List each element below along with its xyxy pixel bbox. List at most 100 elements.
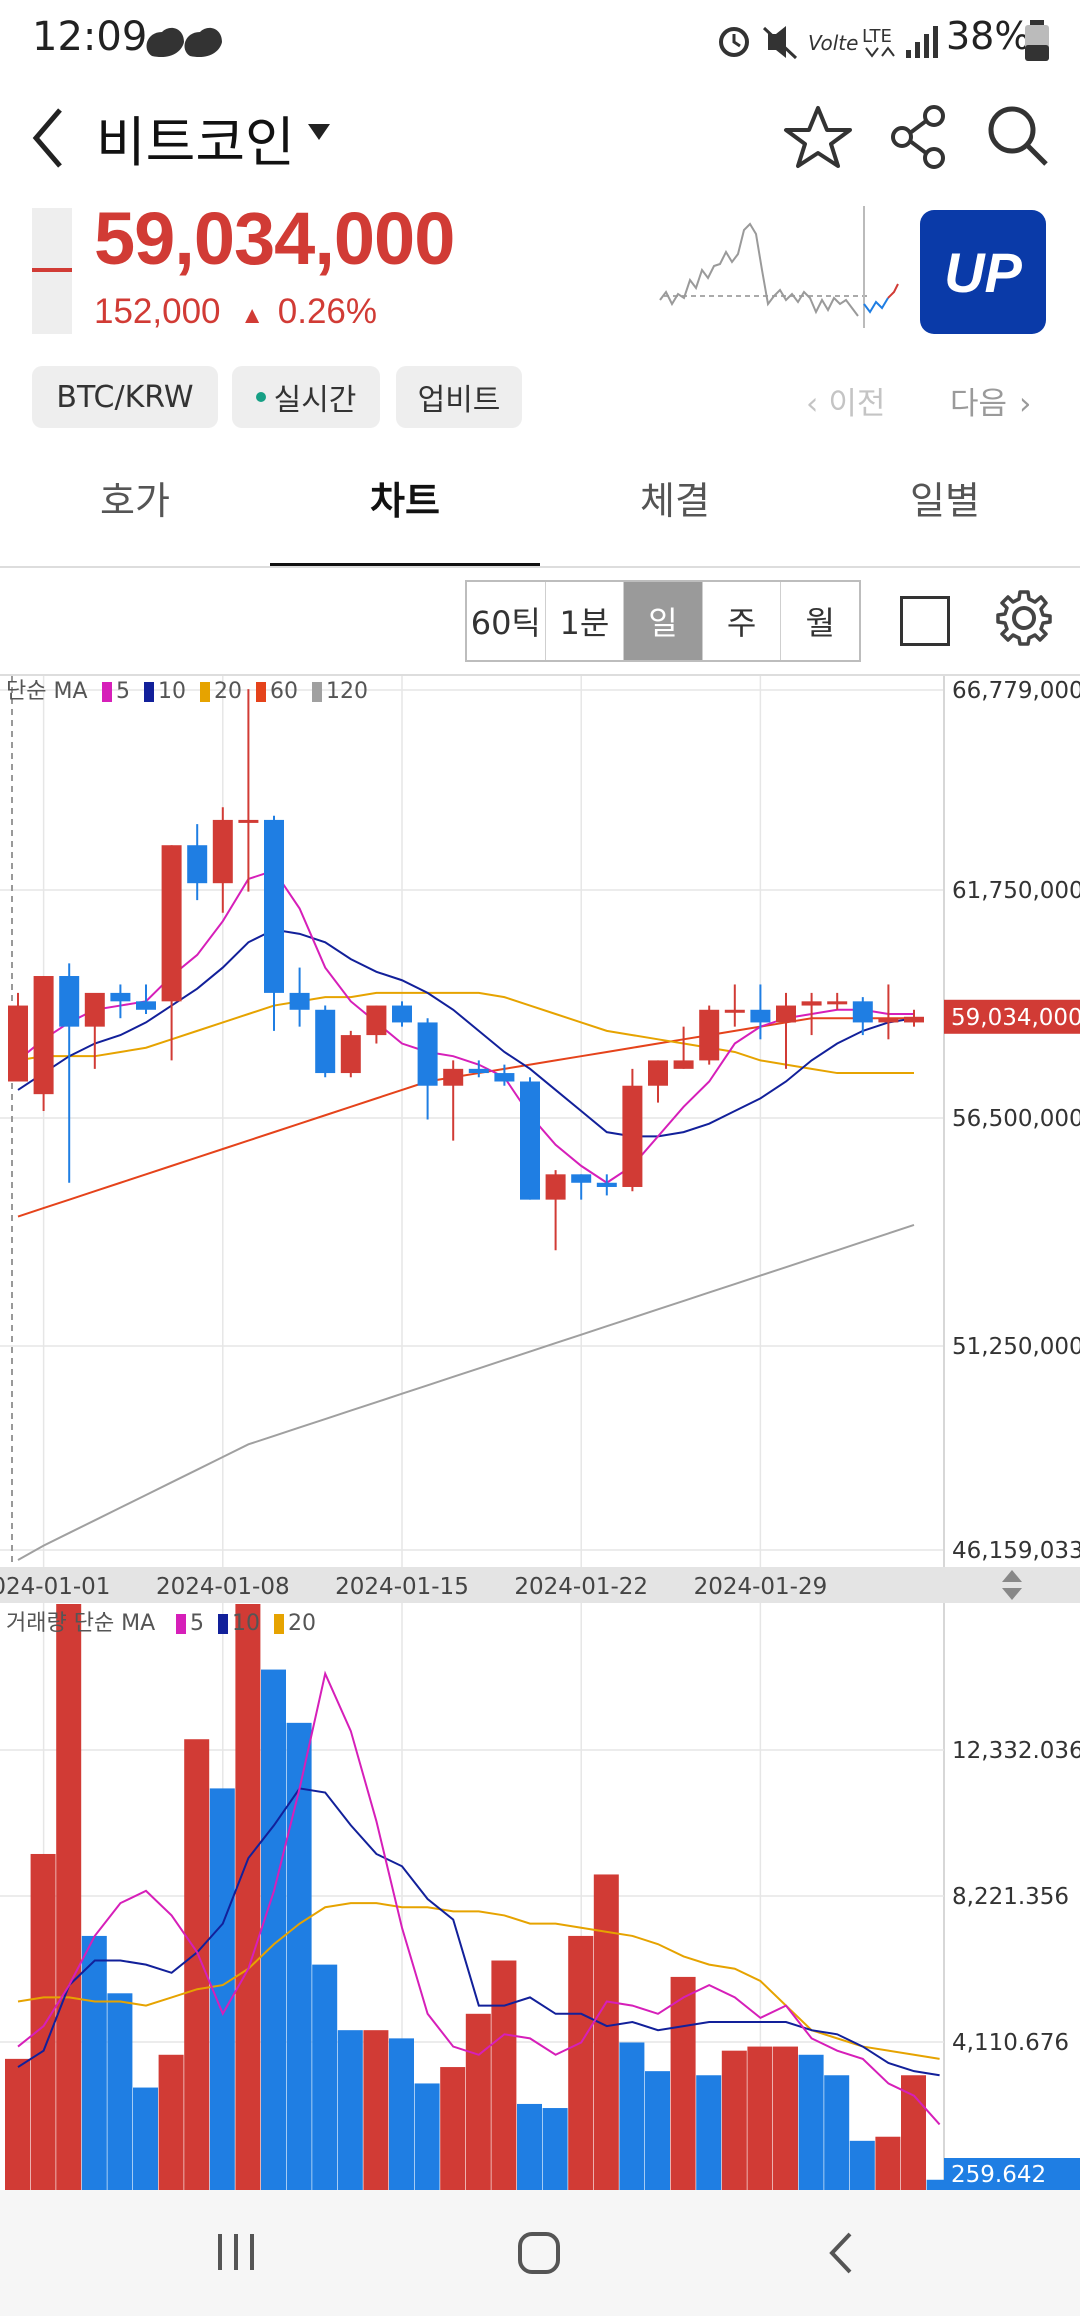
volume-bar — [312, 1964, 338, 2190]
system-nav-bar — [0, 2190, 1080, 2316]
tab-daily[interactable]: 일별 — [910, 479, 980, 523]
x-axis-band — [0, 1567, 1080, 1603]
settings-gear-icon[interactable] — [994, 588, 1054, 648]
timeframe-1min[interactable]: 1분 — [546, 582, 625, 660]
legend-swatch — [144, 682, 154, 702]
dropdown-icon[interactable] — [306, 122, 332, 142]
compare-checkbox[interactable] — [900, 596, 950, 646]
volume-bar — [107, 1993, 133, 2190]
candle-body — [494, 1073, 515, 1082]
volume-bar — [875, 2136, 901, 2190]
volume-ma10-line — [17, 1787, 940, 2077]
current-volume-tag-label: 259.642 — [951, 2162, 1046, 2188]
status-time: 12:09 — [32, 14, 148, 60]
volume-bar — [81, 1935, 107, 2190]
status-bar: 12:09 Volte LTE 38% — [0, 0, 1080, 84]
prev-link[interactable]: ‹ 이전 — [806, 378, 885, 423]
share-icon[interactable] — [888, 104, 948, 170]
back-icon[interactable] — [28, 104, 68, 174]
exchange-chip[interactable]: 업비트 — [396, 366, 522, 428]
volume-bar — [133, 2087, 158, 2190]
legend-item-label: 5 — [190, 1611, 204, 1636]
candle-body — [59, 976, 80, 1027]
tab-orderbook[interactable]: 호가 — [100, 479, 170, 523]
candle-body — [161, 845, 182, 1002]
volume-bar — [209, 1788, 235, 2190]
legend-item-label: 20 — [214, 679, 242, 704]
weather-icon — [146, 27, 222, 58]
candle-body — [212, 819, 233, 884]
volume-bar — [235, 1604, 261, 2190]
candle-body — [8, 1005, 28, 1082]
candle-body — [520, 1081, 540, 1200]
volume-bar — [901, 2075, 926, 2190]
x-tick-label: 2024-01-29 — [694, 1574, 828, 1600]
price-chart[interactable]: 66,779,000 61,750,000 56,500,000 51,250,000… — [0, 676, 1080, 2190]
candle-body — [648, 1060, 668, 1086]
legend-swatch — [176, 1614, 186, 1634]
candle-body — [33, 976, 54, 1095]
y-tick-label: 12,332.036 — [952, 1738, 1080, 1764]
realtime-label: 실시간 — [273, 383, 357, 418]
candle-body — [776, 1005, 796, 1023]
battery-icon — [1025, 20, 1049, 61]
page-title[interactable]: 비트코인 — [96, 111, 295, 174]
candle-body — [84, 992, 105, 1027]
legend-swatch — [312, 682, 322, 702]
current-volume-tag — [944, 2158, 1080, 2190]
legend-item-label: 120 — [326, 679, 368, 704]
next-link[interactable]: 다음 › — [950, 378, 1031, 423]
volume-bar — [440, 2067, 466, 2190]
volume-bar — [593, 1874, 619, 2190]
search-icon[interactable] — [984, 102, 1050, 168]
ma5-line — [17, 869, 914, 1184]
y-tick-label: 51,250,000 — [952, 1334, 1080, 1360]
volume-bar — [824, 2075, 850, 2190]
candle-body — [904, 1016, 924, 1023]
timeframe-selector: 60틱 1분 일 주 월 — [465, 580, 861, 662]
timeframe-day[interactable]: 일 — [624, 582, 703, 660]
x-tick-label: 2024-01-08 — [156, 1574, 290, 1600]
candle-body — [340, 1035, 361, 1074]
legend-swatch — [218, 1614, 228, 1634]
favorite-star-icon[interactable] — [782, 102, 854, 174]
current-price: 59,034,000 — [94, 197, 455, 280]
candle-body — [110, 992, 131, 1002]
legend-swatch — [200, 682, 210, 702]
timeframe-week[interactable]: 주 — [703, 582, 782, 660]
price-change-percent: 0.26% — [277, 292, 378, 331]
battery-percent: 38% — [946, 14, 1031, 58]
volume-bar — [670, 1976, 696, 2190]
ma20-line — [17, 991, 914, 1075]
ma10-line — [17, 928, 915, 1138]
candle-body — [878, 1018, 899, 1023]
candle-body — [392, 1005, 412, 1023]
timeframe-month[interactable]: 월 — [805, 604, 835, 642]
toolbar-divider — [0, 674, 1080, 676]
volume-bar — [773, 2046, 798, 2190]
back-nav-icon[interactable] — [824, 2230, 858, 2276]
pair-chip[interactable]: BTC/KRW — [32, 366, 218, 428]
svg-text:LTE: LTE — [862, 26, 892, 47]
y-tick-label: 46,159,033 — [952, 1538, 1080, 1564]
volume-bar — [645, 2071, 670, 2190]
timeframe-60tick[interactable]: 60틱 — [467, 582, 546, 660]
volume-bar — [465, 2013, 491, 2190]
volume-ma5-line — [17, 1670, 941, 2126]
recent-apps-icon[interactable] — [214, 2230, 258, 2274]
prev-label: 이전 — [828, 386, 886, 422]
active-tab-indicator — [270, 563, 540, 567]
price-change: 152,000 ▲ 0.26% — [94, 292, 377, 332]
resize-up-icon — [1002, 1570, 1022, 1582]
ma-legend-label: 단순 MA — [6, 679, 88, 704]
volume-bar — [30, 1853, 56, 2190]
volume-bar — [363, 2030, 389, 2190]
volume-bar — [337, 2030, 363, 2190]
candle-body — [187, 845, 208, 884]
tab-trades[interactable]: 체결 — [640, 479, 710, 523]
candle-body — [827, 1001, 848, 1005]
home-icon[interactable] — [516, 2230, 562, 2276]
tab-chart[interactable]: 차트 — [370, 479, 440, 523]
tab-divider — [0, 566, 1080, 568]
realtime-chip[interactable]: 실시간 — [232, 366, 380, 428]
